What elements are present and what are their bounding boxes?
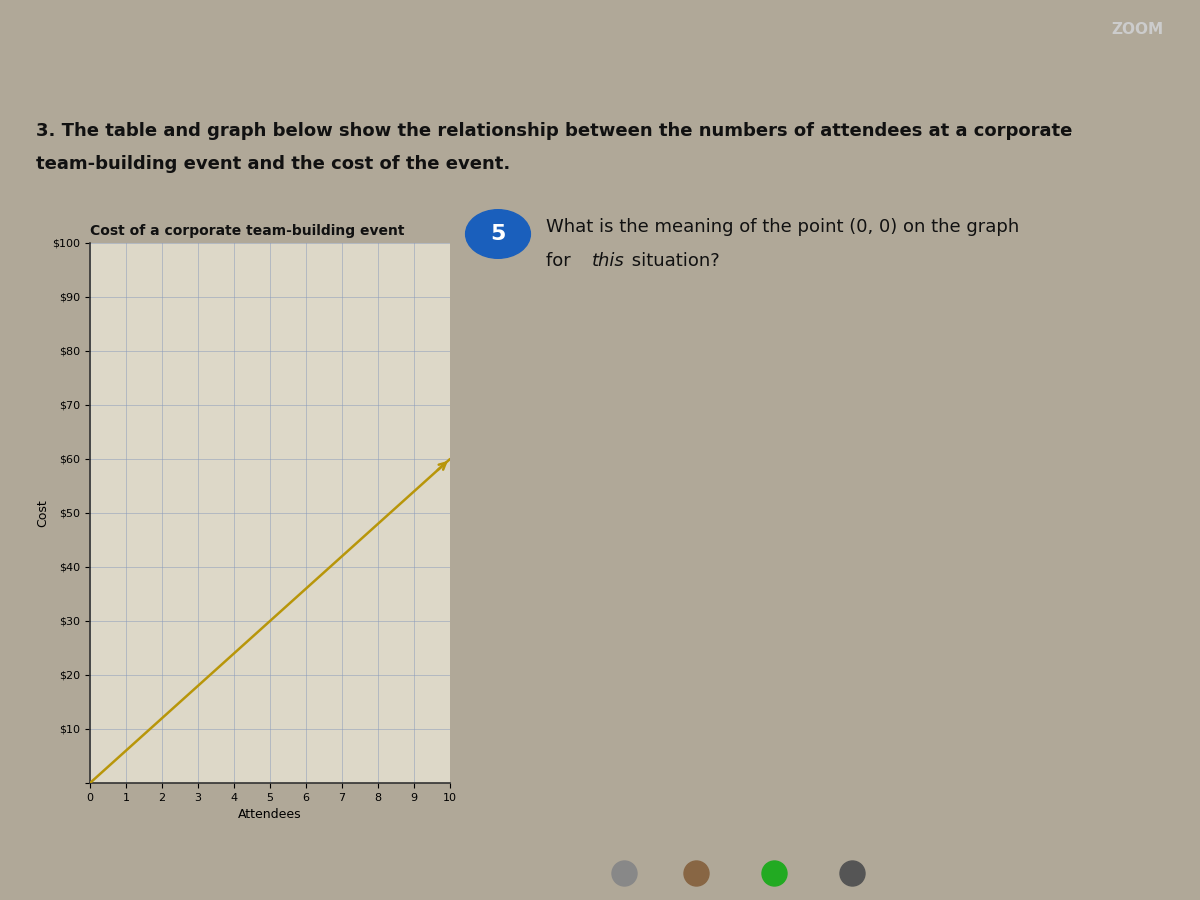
Text: this: this <box>592 252 624 270</box>
Circle shape <box>466 210 530 258</box>
Text: ZOOM: ZOOM <box>1112 22 1164 37</box>
Text: 5: 5 <box>491 224 505 244</box>
Text: team-building event and the cost of the event.: team-building event and the cost of the … <box>36 155 510 173</box>
Text: for: for <box>546 252 576 270</box>
X-axis label: Attendees: Attendees <box>238 808 302 822</box>
Text: Cost of a corporate team-building event: Cost of a corporate team-building event <box>90 224 404 238</box>
Y-axis label: Cost: Cost <box>36 500 49 526</box>
Text: What is the meaning of the point (0, 0) on the graph: What is the meaning of the point (0, 0) … <box>546 218 1019 236</box>
Text: 3. The table and graph below show the relationship between the numbers of attend: 3. The table and graph below show the re… <box>36 122 1073 140</box>
Text: situation?: situation? <box>626 252 720 270</box>
